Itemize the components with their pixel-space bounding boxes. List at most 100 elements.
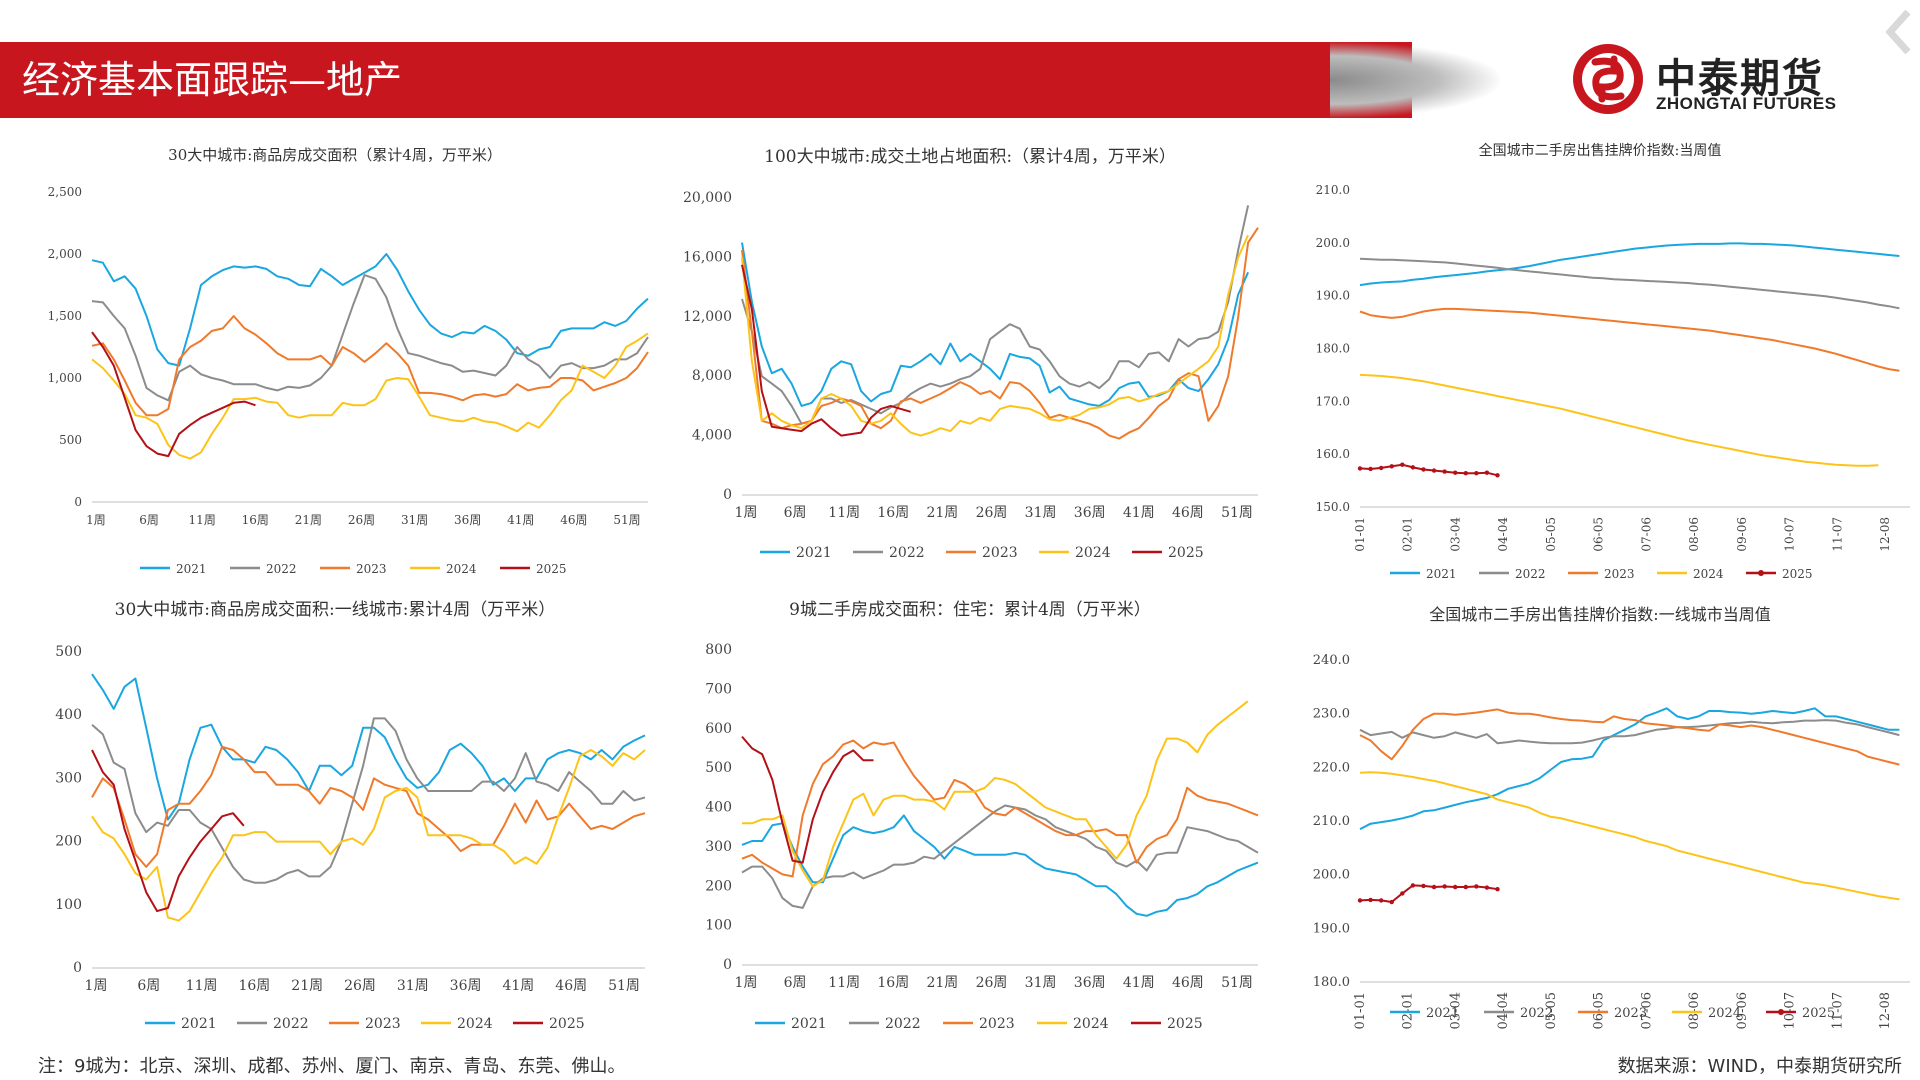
legend-label-2023: 2023 — [356, 562, 387, 576]
data-point-2025 — [1474, 470, 1479, 476]
series-line-2025 — [91, 749, 245, 913]
x-tick-label: 31周 — [401, 513, 428, 527]
legend-label-2021: 2021 — [181, 1016, 217, 1032]
legend-label-2025: 2025 — [536, 562, 567, 576]
data-point-2025 — [1431, 468, 1437, 473]
legend-label-2025: 2025 — [1168, 545, 1204, 561]
y-tick-label: 200.0 — [1313, 868, 1350, 883]
x-tick-label: 51周 — [613, 513, 640, 527]
x-tick-label: 41周 — [507, 513, 534, 527]
series-line-2024 — [742, 700, 1249, 888]
series-line-2024 — [1359, 373, 1879, 467]
x-tick-label: 1周 — [86, 513, 106, 527]
x-tick-label: 04-04 — [1496, 517, 1510, 552]
legend-marker-2025 — [1758, 570, 1764, 576]
chart-title: 100大中城市:成交土地占地面积:（累计4周，万平米） — [764, 147, 1176, 167]
series-line-2023 — [741, 739, 1259, 878]
data-point-2025 — [1463, 884, 1468, 890]
series-line-2023 — [91, 745, 646, 868]
y-tick-label: 0 — [73, 960, 82, 976]
y-tick-label: 800 — [705, 642, 732, 658]
x-tick-label: 08-06 — [1687, 517, 1701, 552]
data-point-2025 — [1410, 465, 1416, 470]
legend-label-2025: 2025 — [1782, 567, 1813, 581]
y-tick-label: 240.0 — [1313, 653, 1350, 668]
legend-label-2023: 2023 — [979, 1016, 1015, 1032]
data-point-2025 — [1484, 885, 1490, 890]
page-title: 经济基本面跟踪—地产 — [22, 58, 403, 102]
data-point-2025 — [1378, 465, 1384, 471]
series-line-2022 — [91, 274, 649, 402]
data-point-2025 — [1368, 466, 1373, 472]
x-tick-label: 08-06 — [1687, 992, 1702, 1029]
series-line-2021 — [91, 673, 646, 821]
x-tick-label: 26周 — [976, 975, 1008, 991]
data-point-2025 — [1463, 470, 1468, 476]
y-tick-label: 0 — [723, 487, 732, 503]
x-tick-label: 09-06 — [1735, 992, 1750, 1029]
series-line-2022 — [741, 804, 1259, 909]
series-line-2025 — [91, 331, 256, 458]
y-tick-label: 500 — [59, 433, 82, 447]
x-tick-label: 16周 — [877, 505, 909, 521]
y-tick-label: 300 — [55, 770, 82, 786]
data-point-2025 — [1389, 464, 1394, 469]
legend-label-2025: 2025 — [1802, 1006, 1835, 1021]
chart-30city-sales-area: 30大中城市:商品房成交面积（累计4周，万平米） 0 500 1,000 1,500 2,… — [48, 146, 649, 576]
y-tick-label: 210.0 — [1313, 814, 1350, 829]
y-tick-label: 230.0 — [1313, 707, 1350, 722]
x-tick-label: 21周 — [926, 505, 958, 521]
y-tick-label: 150.0 — [1316, 500, 1350, 514]
y-tick-label: 190.0 — [1316, 289, 1350, 303]
x-tick-label: 16周 — [238, 978, 270, 994]
legend-label-2024: 2024 — [446, 562, 477, 576]
series-line-2023 — [91, 315, 649, 417]
x-tick-label: 51周 — [1221, 505, 1253, 521]
series-line-2024 — [741, 234, 1250, 437]
legend-label-2024: 2024 — [457, 1016, 493, 1032]
x-tick-label: 03-04 — [1448, 992, 1463, 1029]
x-tick-label: 11周 — [828, 505, 860, 521]
x-tick-label: 46周 — [1172, 505, 1204, 521]
data-point-2025 — [1421, 883, 1426, 889]
chart-panel-6: 全国城市二手房出售挂牌价指数:一线城市当周值 180.0 190.0 200.0 210… — [1280, 600, 1920, 1040]
y-tick-label: 8,000 — [692, 368, 732, 384]
x-tick-label: 07-06 — [1639, 517, 1653, 552]
y-tick-label: 400 — [55, 707, 82, 723]
series-line-2022 — [1359, 257, 1900, 310]
legend-label-2021: 2021 — [1426, 1006, 1459, 1021]
chart-panel-3: 全国城市二手房出售挂牌价指数:当周值 150.0 160.0 170.0 180.0 19… — [1280, 135, 1920, 590]
x-tick-label: 11周 — [189, 513, 216, 527]
data-point-2025 — [1431, 884, 1437, 890]
y-tick-label: 4,000 — [692, 428, 732, 444]
x-tick-label: 36周 — [454, 513, 481, 527]
series-line-2022 — [91, 717, 646, 884]
legend-label-2024: 2024 — [1075, 545, 1111, 561]
legend-label-2024: 2024 — [1073, 1016, 1109, 1032]
x-tick-label: 04-04 — [1496, 992, 1511, 1029]
legend-label-2022: 2022 — [273, 1016, 309, 1032]
y-tick-label: 170.0 — [1316, 394, 1350, 408]
y-tick-label: 210.0 — [1316, 183, 1350, 197]
x-tick-label: 05-05 — [1544, 992, 1559, 1029]
x-tick-label: 07-06 — [1639, 992, 1654, 1029]
data-point-2025 — [1368, 897, 1373, 903]
x-tick-label: 09-06 — [1735, 517, 1749, 552]
y-tick-label: 1,000 — [48, 371, 82, 385]
x-tick-label: 6周 — [784, 975, 807, 991]
series-line-2021 — [1359, 707, 1900, 830]
x-tick-label: 41周 — [502, 978, 534, 994]
legend-label-2021: 2021 — [796, 545, 832, 561]
x-tick-label: 02-01 — [1401, 517, 1415, 552]
y-tick-label: 0 — [74, 495, 82, 509]
series-line-2025 — [741, 735, 874, 864]
data-point-2025 — [1421, 467, 1426, 472]
x-tick-label: 21周 — [291, 978, 323, 994]
x-tick-label: 1周 — [85, 978, 108, 994]
x-tick-label: 36周 — [450, 978, 482, 994]
chart-panel-5: 9城二手房成交面积：住宅：累计4周（万平米） 0 100 200 300 400 500 60… — [660, 595, 1280, 1040]
series-line-2022 — [1359, 719, 1900, 745]
data-point-2025 — [1378, 898, 1384, 903]
y-tick-label: 2,000 — [48, 247, 82, 261]
y-tick-label: 180.0 — [1316, 342, 1350, 356]
